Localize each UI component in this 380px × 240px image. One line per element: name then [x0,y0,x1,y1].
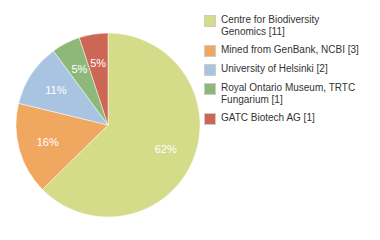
html-text:Mined from GenBank, NCBI [3]: Mined from GenBank, NCBI [3] [221,44,359,55]
html-text:GATC Biotech AG [1]: GATC Biotech AG [1] [221,112,315,123]
svg-text:5%: 5% [90,57,106,69]
html-text:Royal Ontario Museum, TRTC Fun: Royal Ontario Museum, TRTC Fungarium [1] [221,82,356,105]
html-text:University of Helsinki [2]: University of Helsinki [2] [221,63,328,74]
svg-text:5%: 5% [71,63,87,75]
svg-text:16%: 16% [37,136,59,148]
html-text:Centre for Biodiversity Genomi: Centre for Biodiversity Genomics [11] [221,14,320,37]
svg-text:62%: 62% [155,143,177,155]
svg-text:11%: 11% [45,84,66,96]
